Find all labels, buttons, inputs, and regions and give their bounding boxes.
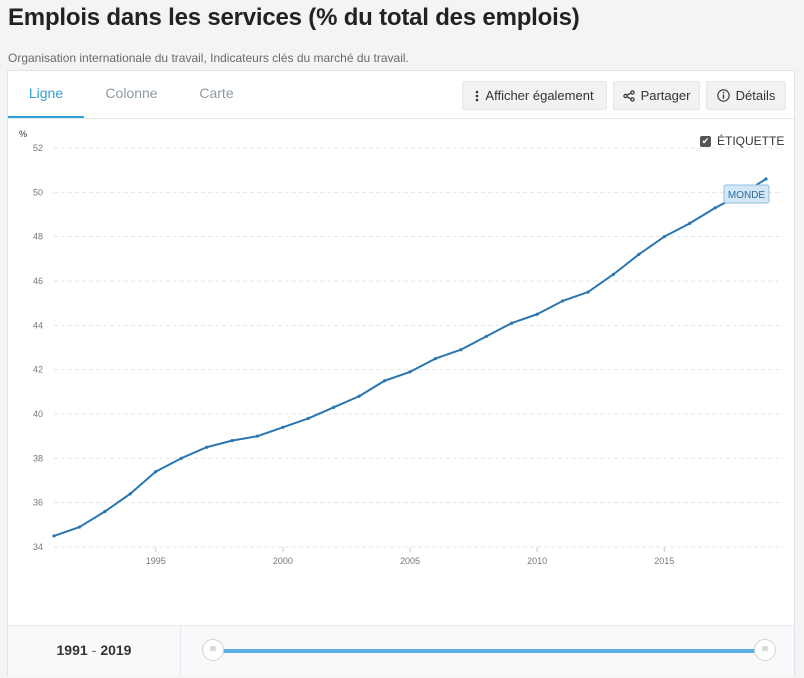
time-range-bar: 1991-2019 III III — [8, 625, 794, 677]
range-end-handle[interactable]: III — [754, 639, 776, 661]
data-point — [154, 470, 158, 474]
x-tick-label: 2005 — [400, 556, 420, 566]
source-subtitle: Organisation internationale du travail, … — [8, 51, 409, 65]
data-point — [103, 509, 107, 514]
y-tick-label: 52 — [33, 143, 43, 153]
data-point — [764, 177, 768, 181]
x-tick-label: 2000 — [273, 556, 293, 566]
y-tick-label: 38 — [33, 453, 43, 463]
data-point — [306, 416, 310, 421]
data-point — [281, 425, 285, 429]
data-point — [484, 334, 488, 339]
data-point — [204, 445, 209, 449]
vertical-dots-icon — [475, 90, 479, 102]
range-start: 1991 — [56, 642, 88, 658]
label-toggle-text: ÉTIQUETTE — [717, 134, 785, 148]
label-toggle[interactable]: ✔ ÉTIQUETTE — [700, 134, 784, 148]
info-icon — [716, 89, 730, 102]
x-tick-label: 2015 — [654, 556, 674, 566]
data-point — [611, 272, 616, 276]
data-point — [510, 321, 514, 325]
y-tick-label: 44 — [33, 320, 43, 330]
data-point — [459, 348, 463, 352]
details-label: Détails — [735, 88, 776, 103]
y-tick-label: 46 — [33, 276, 43, 286]
checkbox-checked-icon: ✔ — [700, 135, 711, 147]
tab-line[interactable]: Ligne — [8, 71, 84, 119]
data-point — [433, 356, 438, 361]
y-tick-label: 34 — [33, 542, 43, 552]
data-point — [688, 221, 692, 225]
data-point — [662, 235, 666, 239]
tabs-divider — [8, 118, 794, 119]
data-point — [382, 379, 387, 383]
tab-map[interactable]: Carte — [199, 85, 234, 101]
data-point — [637, 252, 641, 256]
share-button[interactable]: Partager — [613, 81, 700, 110]
series-line — [53, 178, 767, 537]
range-separator: - — [91, 642, 97, 658]
y-tick-label: 42 — [33, 365, 43, 375]
details-button[interactable]: Détails — [706, 81, 786, 110]
show-also-label: Afficher également — [485, 88, 594, 103]
y-tick-label: 36 — [33, 498, 43, 508]
x-tick-label: 1995 — [146, 556, 166, 566]
y-tick-label: 40 — [33, 409, 43, 419]
data-point — [586, 290, 590, 294]
tab-column[interactable]: Colonne — [105, 85, 158, 101]
data-point — [179, 456, 183, 460]
show-also-button[interactable]: Afficher également — [462, 81, 607, 110]
range-slider-track[interactable] — [213, 649, 765, 653]
data-point — [357, 394, 361, 398]
chart-type-tabs: Ligne Colonne Carte — [8, 71, 254, 119]
range-label: 1991-2019 — [8, 626, 181, 677]
range-start-handle[interactable]: III — [202, 639, 224, 661]
range-end: 2019 — [100, 642, 132, 658]
chart-card: Ligne Colonne Carte Afficher également P… — [7, 70, 795, 677]
data-point — [255, 434, 260, 438]
page-title: Emplois dans les services (% du total de… — [8, 4, 580, 31]
data-point — [52, 534, 56, 538]
x-tick-label: 2010 — [527, 556, 547, 566]
share-label: Partager — [640, 88, 691, 103]
y-tick-label: 48 — [33, 232, 43, 242]
share-icon — [622, 89, 635, 102]
data-point — [77, 525, 82, 529]
series-label-box — [723, 184, 770, 204]
series-label: MONDE — [728, 190, 766, 201]
data-point — [128, 492, 132, 496]
data-point — [713, 206, 717, 210]
data-point — [230, 439, 234, 443]
y-tick-label: 50 — [33, 187, 43, 197]
data-point — [560, 299, 565, 303]
y-axis-unit-label: % — [19, 129, 27, 139]
data-point — [535, 312, 539, 316]
line-chart: % 34 36 38 40 42 44 46 48 50 52 1995 2000 2005 2010 201… — [19, 129, 783, 566]
data-point — [408, 370, 412, 374]
data-point — [332, 405, 336, 409]
